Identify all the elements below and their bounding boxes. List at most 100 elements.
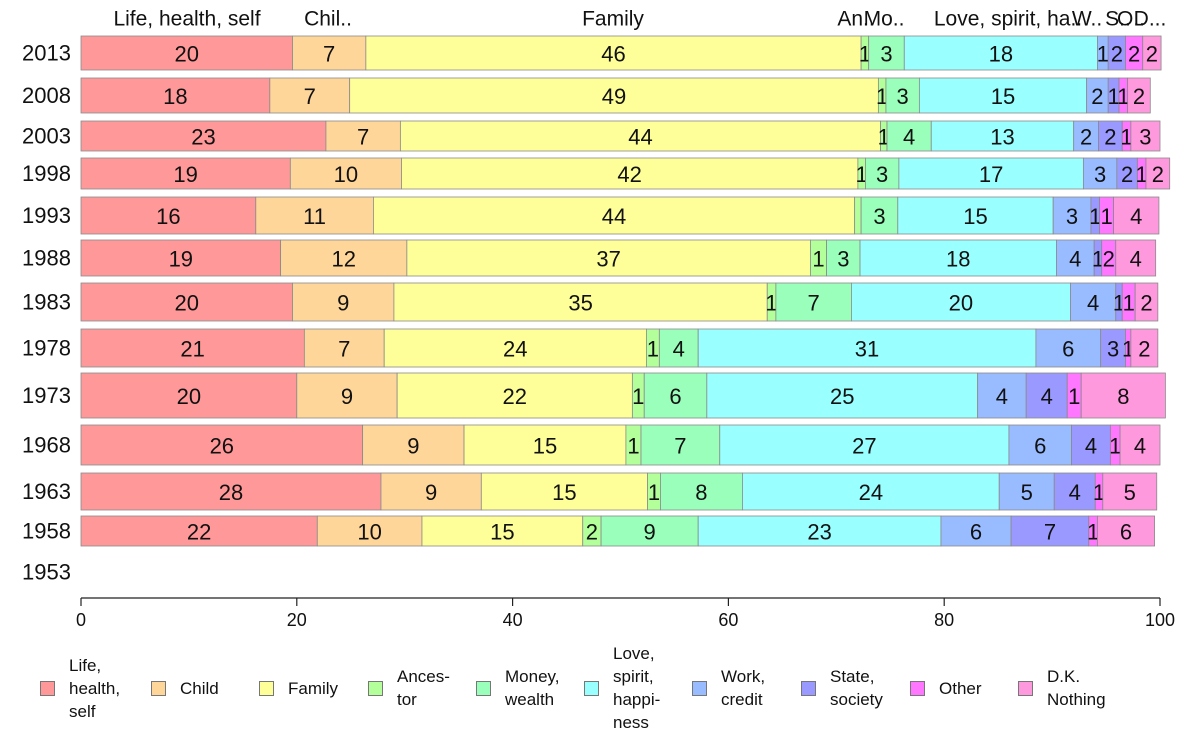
data-label-1998-1: 10 <box>334 162 358 187</box>
data-label-1988-0: 19 <box>169 247 193 272</box>
data-label-1988-4: 3 <box>837 247 849 272</box>
legend-swatch <box>801 680 816 696</box>
data-label-1968-7: 4 <box>1085 434 1097 459</box>
bar-segment-1973-6 <box>977 372 1027 419</box>
data-label-1978-1: 7 <box>338 337 350 362</box>
bar-segment-1958-9 <box>1097 515 1156 547</box>
bar-segment-2008-4 <box>885 77 920 114</box>
legend-item-2: Family <box>259 640 338 736</box>
data-label-1968-6: 6 <box>1034 434 1046 459</box>
bar-segment-1993-0 <box>80 196 257 235</box>
data-label-1963-8: 1 <box>1093 480 1105 505</box>
data-label-1993-9: 4 <box>1130 204 1142 229</box>
data-label-1988-7: 1 <box>1092 247 1104 272</box>
legend-label: Other <box>939 678 982 698</box>
data-label-1998-8: 1 <box>1136 162 1148 187</box>
data-label-2003-8: 1 <box>1120 125 1132 150</box>
data-label-1993-0: 16 <box>156 204 180 229</box>
bar-segment-1998-1 <box>289 157 402 190</box>
legend-swatch <box>1018 680 1033 696</box>
bar-segment-2013-4 <box>868 35 905 71</box>
data-label-1973-6: 4 <box>996 384 1008 409</box>
bar-segment-1983-0 <box>80 282 293 322</box>
year-label-2013: 2013 <box>22 41 71 66</box>
data-label-2003-4: 4 <box>903 125 915 150</box>
x-tick-label-40: 40 <box>503 610 523 630</box>
bar-segment-1983-2 <box>393 282 768 322</box>
data-label-1988-3: 1 <box>812 247 824 272</box>
data-label-1958-6: 6 <box>970 520 982 545</box>
bar-segment-1978-1 <box>303 328 385 368</box>
data-label-1963-0: 28 <box>219 480 243 505</box>
year-label-1993: 1993 <box>22 203 71 228</box>
data-label-1968-1: 9 <box>407 434 419 459</box>
data-label-1993-6: 3 <box>1066 204 1078 229</box>
bar-segment-1978-0 <box>80 328 305 368</box>
top-series-label-2: Family <box>582 8 644 31</box>
bar-segment-2003-9 <box>1130 120 1161 152</box>
bar-segment-1973-4 <box>643 372 708 419</box>
bar-segment-1958-1 <box>316 515 423 547</box>
data-label-1983-8: 1 <box>1123 291 1135 316</box>
year-label-2008: 2008 <box>22 83 71 108</box>
bar-segment-1998-2 <box>401 157 859 190</box>
data-label-1963-7: 4 <box>1069 480 1081 505</box>
top-series-label-0: Life, health, self <box>113 8 260 31</box>
legend-swatch <box>368 680 383 696</box>
data-label-2008-0: 18 <box>163 84 187 109</box>
x-tick-label-60: 60 <box>718 610 738 630</box>
data-label-1973-2: 22 <box>503 384 527 409</box>
bar-segment-2013-5 <box>903 35 1098 71</box>
data-label-1993-7: 1 <box>1089 204 1101 229</box>
data-label-1998-9: 2 <box>1152 162 1164 187</box>
bar-segment-1998-0 <box>80 157 291 190</box>
top-series-label-1: Chil.. <box>304 8 352 31</box>
data-label-1968-4: 7 <box>674 434 686 459</box>
data-label-2013-4: 3 <box>880 42 892 67</box>
legend-item-5: Love, spirit, happi- ness <box>584 640 660 736</box>
data-label-1973-9: 8 <box>1117 384 1129 409</box>
top-series-label-8: O.. <box>1117 8 1145 31</box>
bar-segment-1983-9 <box>1134 282 1159 322</box>
data-label-1958-3: 2 <box>586 520 598 545</box>
data-label-1973-7: 4 <box>1041 384 1053 409</box>
bar-segment-1993-4 <box>860 196 899 235</box>
bar-segment-1958-7 <box>1010 515 1090 547</box>
data-label-1968-2: 15 <box>533 434 557 459</box>
top-series-label-5: Love, spirit, ha.. <box>934 8 1082 31</box>
data-label-2013-0: 20 <box>174 42 198 67</box>
legend-label: D.K. Nothing <box>1047 667 1106 709</box>
top-series-label-3: An.. <box>837 8 874 31</box>
bar-segment-1993-9 <box>1113 196 1160 235</box>
data-label-2003-7: 2 <box>1104 125 1116 150</box>
data-label-1968-5: 27 <box>852 434 876 459</box>
data-label-1993-4: 3 <box>873 204 885 229</box>
legend-label: Child <box>180 678 219 698</box>
data-label-1983-5: 20 <box>949 291 973 316</box>
data-label-1978-6: 6 <box>1062 337 1074 362</box>
legend-item-1: Child <box>151 640 219 736</box>
bar-segment-1988-4 <box>826 239 861 277</box>
bar-segment-2003-6 <box>1073 120 1099 152</box>
data-label-1958-2: 15 <box>490 520 514 545</box>
legend-swatch <box>584 680 599 696</box>
data-label-1973-0: 20 <box>177 384 201 409</box>
bar-segment-1973-2 <box>396 372 633 419</box>
data-label-1968-0: 26 <box>210 434 234 459</box>
data-label-2003-0: 23 <box>191 125 215 150</box>
data-label-2003-2: 44 <box>628 125 652 150</box>
legend-label: Family <box>288 678 339 698</box>
bar-segment-2003-1 <box>325 120 401 152</box>
bar-segment-1973-7 <box>1025 372 1068 419</box>
data-label-1993-8: 1 <box>1100 204 1112 229</box>
year-label-2003: 2003 <box>22 124 71 149</box>
data-label-1973-1: 9 <box>341 384 353 409</box>
data-label-1993-5: 15 <box>963 204 987 229</box>
legend-item-0: Life, health, self <box>40 640 120 736</box>
data-label-1973-4: 6 <box>669 384 681 409</box>
data-label-2008-9: 2 <box>1133 84 1145 109</box>
legend-swatch <box>259 680 274 696</box>
data-label-1958-7: 7 <box>1044 520 1056 545</box>
data-label-1968-3: 1 <box>627 434 639 459</box>
year-label-1963: 1963 <box>22 479 71 504</box>
